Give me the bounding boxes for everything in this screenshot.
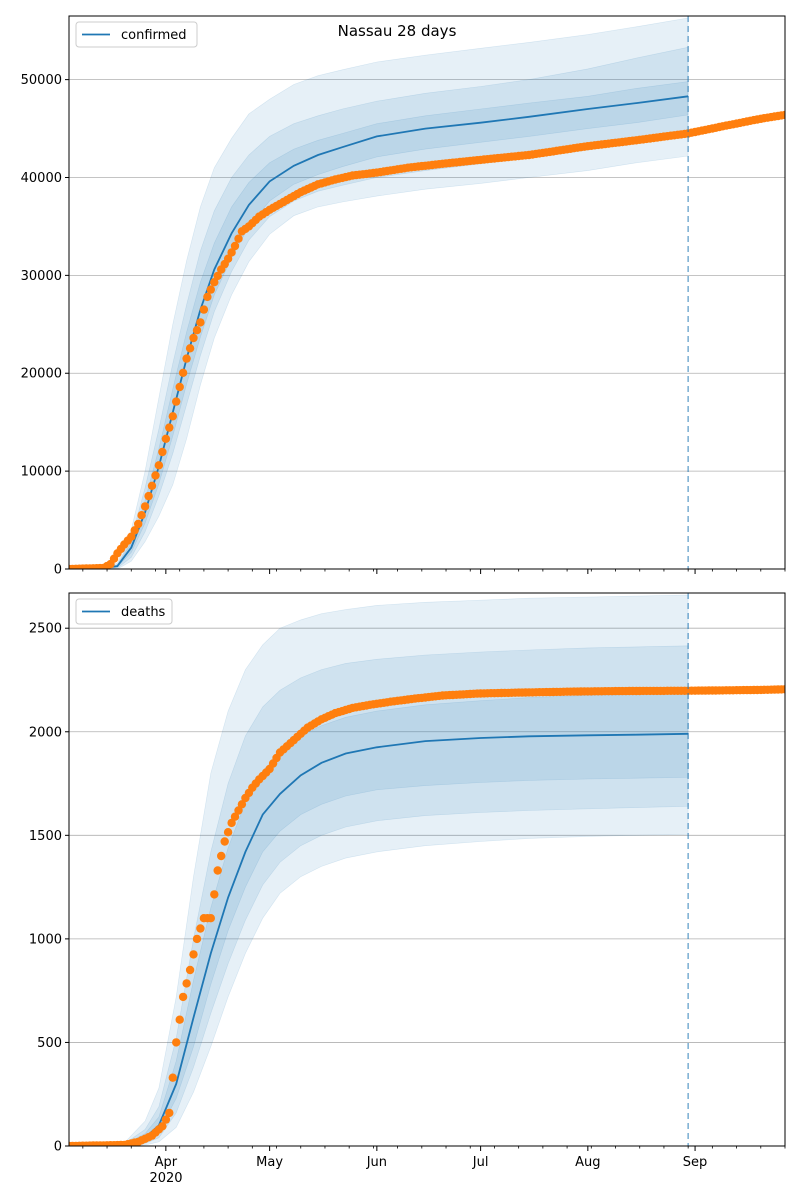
observed-point	[196, 318, 205, 327]
legend-label: deaths	[121, 605, 166, 620]
observed-point	[223, 254, 233, 263]
observed-point	[234, 234, 243, 243]
y-tick-label: 50000	[21, 73, 62, 88]
y-tick-label: 1500	[29, 829, 62, 844]
y-tick-label: 40000	[21, 171, 62, 186]
deaths-panel: 0 500 1000 1500 2000 2500 Apr May Jun Jul Aug Sep de…	[29, 592, 786, 1170]
observed-point	[161, 1115, 171, 1124]
legend-box	[75, 21, 198, 48]
observed-point	[158, 447, 167, 457]
y-tick-label: 30000	[21, 269, 62, 284]
x-tick-label: Jul	[472, 1155, 489, 1170]
x-tick-label: May	[256, 1155, 283, 1170]
observed-point	[227, 818, 236, 828]
observed-point	[175, 382, 184, 392]
observed-point	[210, 278, 219, 287]
y-tick-label: 2000	[29, 725, 62, 740]
observed-point	[230, 241, 240, 251]
observed-point	[196, 924, 205, 933]
observed-point	[165, 1108, 174, 1118]
observed-point	[144, 491, 153, 501]
observed-point	[185, 965, 195, 975]
observed-point	[168, 412, 177, 421]
observed-point	[182, 979, 191, 988]
observed-point	[206, 285, 215, 294]
confirmed-panel: 0 10000 20000 30000 40000 50000 confirmed	[21, 15, 786, 578]
x-tick-label: Sep	[683, 1155, 708, 1170]
legend: confirmed	[75, 21, 198, 48]
observed-point	[165, 423, 174, 432]
y-tick-label: 500	[37, 1036, 62, 1051]
y-tick-label: 2500	[29, 622, 62, 637]
observed-point	[151, 471, 160, 480]
observed-point	[220, 837, 229, 846]
observed-point	[147, 481, 157, 490]
observed-point	[203, 292, 212, 302]
observed-point	[189, 333, 198, 343]
x-year-label: 2020	[149, 1171, 182, 1186]
observed-point	[185, 344, 195, 353]
plot-area	[69, 17, 785, 569]
observed-point	[199, 305, 209, 314]
observed-point	[175, 1015, 184, 1024]
observed-point	[182, 354, 191, 363]
observed-point	[172, 1038, 181, 1047]
observed-point	[780, 685, 785, 694]
y-tick-label: 0	[54, 563, 62, 578]
observed-point	[223, 828, 233, 837]
observed-point	[227, 248, 236, 257]
observed-point	[161, 434, 171, 443]
observed-point	[137, 511, 146, 520]
observed-point	[192, 934, 202, 944]
observed-point	[213, 866, 222, 875]
legend-label: confirmed	[121, 28, 187, 43]
axes-frame	[68, 15, 786, 570]
model-median-line	[69, 732, 689, 1146]
y-tick-label: 1000	[29, 932, 62, 947]
x-tick-label: Apr	[155, 1155, 178, 1170]
legend-box	[75, 598, 173, 625]
observed-point	[230, 812, 240, 821]
observed-point	[168, 1073, 177, 1082]
observed-point	[206, 914, 215, 923]
observed-point	[134, 519, 143, 529]
observed-point	[158, 1122, 167, 1131]
chart-title: Nassau 28 days	[338, 22, 457, 40]
observed-point	[127, 532, 136, 541]
observed-point	[234, 806, 243, 815]
y-tick-label: 0	[54, 1140, 62, 1155]
observed-point	[154, 461, 164, 470]
observed-point	[178, 992, 188, 1002]
observed-point	[192, 326, 202, 335]
y-tick-label: 10000	[21, 465, 62, 480]
observed-point	[140, 502, 150, 511]
observed-point	[213, 271, 222, 281]
observed-point	[172, 397, 181, 406]
x-tick-label: Jun	[366, 1155, 387, 1170]
plot-area	[69, 594, 785, 1146]
observed-point	[130, 526, 139, 535]
observed-point	[189, 950, 198, 959]
observed-point	[217, 851, 226, 861]
y-tick-label: 20000	[21, 367, 62, 382]
observed-point	[210, 890, 219, 899]
x-tick-label: Aug	[575, 1155, 600, 1170]
observed-point	[237, 800, 247, 809]
axes-frame	[68, 592, 786, 1147]
observed-point	[780, 110, 785, 120]
legend: deaths	[75, 598, 173, 625]
observed-point	[178, 368, 188, 377]
